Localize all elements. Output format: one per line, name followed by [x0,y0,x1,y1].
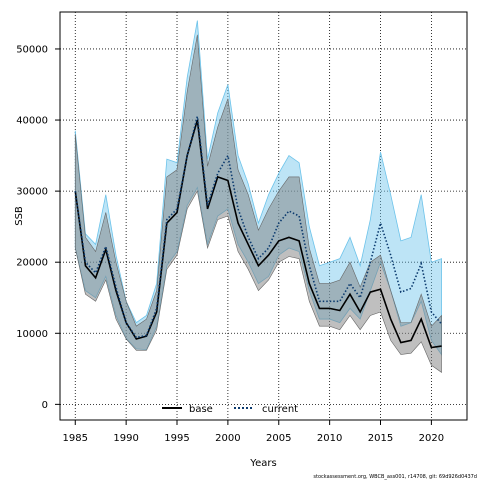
x-tick-label: 2005 [266,433,291,444]
footer-note: stockassessment.org, WBCB_ass001, r14708… [313,474,477,480]
x-tick-label: 2015 [368,433,393,444]
line-current [74,116,443,339]
x-tick-label: 2010 [317,433,342,444]
legend-base-label: base [189,404,213,415]
legend: base current [162,404,298,415]
x-tick-label: 2020 [419,433,444,444]
y-axis-title: SSB [14,206,25,226]
series-lines [74,116,443,349]
plot-frame [59,11,468,421]
x-tick-label: 1985 [63,433,88,444]
y-tick-label: 20000 [16,258,48,269]
y-axis: 0 10000 20000 30000 40000 50000 [16,44,60,411]
x-axis-title: Years [249,458,276,469]
y-tick-label: 30000 [16,187,48,198]
x-tick-label: 1990 [113,433,138,444]
x-axis: 1985 1990 1995 2000 2005 2010 2015 2020 [63,420,444,444]
y-tick-label: 0 [42,400,48,411]
legend-current-label: current [262,404,298,415]
band-base [74,34,442,373]
line-base [74,119,442,349]
y-tick-label: 40000 [16,116,48,127]
x-tick-label: 2000 [215,433,240,444]
confidence-bands [74,20,442,373]
x-tick-label: 1995 [164,433,189,444]
y-tick-label: 50000 [16,44,48,55]
y-tick-label: 10000 [16,329,48,340]
